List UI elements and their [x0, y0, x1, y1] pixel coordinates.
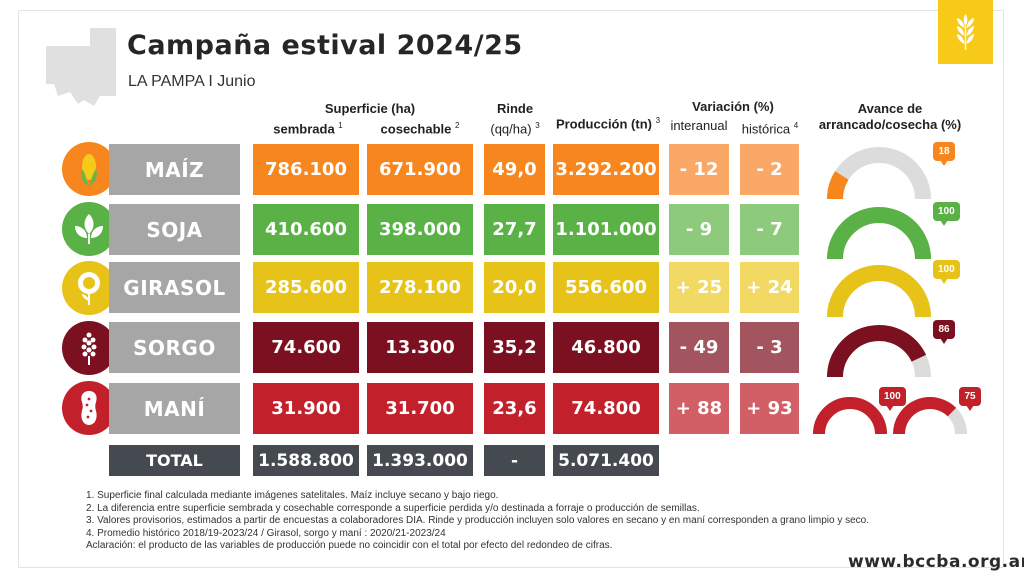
header-avance-2: arrancado/cosecha (%): [818, 117, 962, 132]
total-cosechable: 1.393.000: [367, 445, 473, 476]
gauge-fill-mani-1: [813, 397, 887, 435]
gauge-maiz: [827, 147, 931, 200]
soy-icon: [62, 202, 116, 256]
infographic-card: [18, 10, 1004, 568]
total-rinde: -: [484, 445, 545, 476]
cosechable-girasol: 278.100: [367, 262, 473, 313]
header-avance: Avance de: [857, 101, 923, 116]
footnote: Aclaración: el producto de las variables…: [86, 540, 613, 551]
cosechable-maiz: 671.900: [367, 144, 473, 195]
gauge-fill-maiz: [827, 171, 849, 200]
rinde-girasol: 20,0: [484, 262, 545, 313]
header-rinde-unit: (qq/ha) 3: [490, 121, 540, 137]
sorghum-icon: [62, 321, 116, 375]
gauge-fill-soja: [827, 207, 931, 260]
crop-name-mani: MANÍ: [109, 383, 240, 434]
page-subtitle: LA PAMPA I Junio: [128, 73, 256, 90]
historica-maiz: - 2: [740, 144, 799, 195]
footnote: 2. La diferencia entre superficie sembra…: [86, 502, 700, 514]
gauge-girasol: [827, 265, 931, 318]
total-label: TOTAL: [109, 445, 240, 476]
header-historica: histórica 4: [741, 121, 799, 137]
page-title: Campaña estival 2024/25: [127, 30, 523, 61]
gauge-fill-mani-2: [893, 397, 957, 435]
website-url: www.bccba.org.ar: [848, 552, 1024, 572]
gauge-value-maiz: 18: [933, 142, 955, 166]
rinde-mani: 23,6: [484, 383, 545, 434]
interanual-maiz: - 12: [669, 144, 729, 195]
sunflower-icon: [62, 261, 116, 315]
interanual-girasol: + 25: [669, 262, 729, 313]
gauge-mani-2: [893, 397, 967, 435]
footnote: 4. Promedio histórico 2018/19-2023/24 / …: [86, 527, 446, 539]
footnotes: 1. Superficie final calculada mediante i…: [86, 490, 869, 553]
wheat-icon: [957, 14, 974, 50]
sembrada-girasol: 285.600: [253, 262, 359, 313]
gauge-value-mani-1: 100: [879, 387, 906, 411]
crop-name-soja: SOJA: [109, 204, 240, 255]
gauge-fill-girasol: [827, 265, 931, 318]
sembrada-soja: 410.600: [253, 204, 359, 255]
historica-girasol: + 24: [740, 262, 799, 313]
rinde-sorgo: 35,2: [484, 322, 545, 373]
interanual-soja: - 9: [669, 204, 729, 255]
header-sembrada: sembrada 1: [273, 121, 343, 137]
interanual-mani: + 88: [669, 383, 729, 434]
header-superficie: Superficie (ha): [324, 101, 416, 116]
footnote: 3. Valores provisorios, estimados a part…: [86, 515, 870, 526]
historica-sorgo: - 3: [740, 322, 799, 373]
produccion-maiz: 3.292.200: [553, 144, 659, 195]
total-sembrada: 1.588.800: [253, 445, 359, 476]
produccion-mani: 74.800: [553, 383, 659, 434]
header-cosechable: cosechable 2: [380, 121, 460, 137]
header-produccion: Producción (tn) 3: [555, 116, 661, 132]
gauge-value-soja: 100: [933, 202, 960, 226]
gauge-value-sorgo: 86: [933, 320, 955, 344]
header-interanual: interanual: [670, 118, 728, 133]
interanual-sorgo: - 49: [669, 322, 729, 373]
gauge-mani-1: [813, 397, 887, 435]
gauge-value-mani-2: 75: [959, 387, 981, 411]
cosechable-soja: 398.000: [367, 204, 473, 255]
rinde-soja: 27,7: [484, 204, 545, 255]
historica-mani: + 93: [740, 383, 799, 434]
sembrada-mani: 31.900: [253, 383, 359, 434]
crop-name-girasol: GIRASOL: [109, 262, 240, 313]
gauge-fill-sorgo: [827, 325, 927, 378]
gauge-value-girasol: 100: [933, 260, 960, 284]
header-variacion: Variación (%): [692, 99, 774, 114]
gauge-sorgo: [827, 325, 931, 378]
historica-soja: - 7: [740, 204, 799, 255]
rinde-maiz: 49,0: [484, 144, 545, 195]
crop-name-maiz: MAÍZ: [109, 144, 240, 195]
corn-icon: [62, 142, 116, 196]
cosechable-sorgo: 13.300: [367, 322, 473, 373]
bcba-logo: [938, 0, 993, 64]
gauge-soja: [827, 207, 931, 260]
gauge-track: [827, 147, 931, 200]
produccion-sorgo: 46.800: [553, 322, 659, 373]
sembrada-maiz: 786.100: [253, 144, 359, 195]
header-rinde: Rinde: [496, 101, 534, 116]
cosechable-mani: 31.700: [367, 383, 473, 434]
la-pampa-map-icon: [46, 28, 116, 106]
peanut-icon: [62, 381, 116, 435]
produccion-girasol: 556.600: [553, 262, 659, 313]
total-produccion: 5.071.400: [553, 445, 659, 476]
produccion-soja: 1.101.000: [553, 204, 659, 255]
crop-name-sorgo: SORGO: [109, 322, 240, 373]
footnote: 1. Superficie final calculada mediante i…: [86, 490, 499, 501]
sembrada-sorgo: 74.600: [253, 322, 359, 373]
